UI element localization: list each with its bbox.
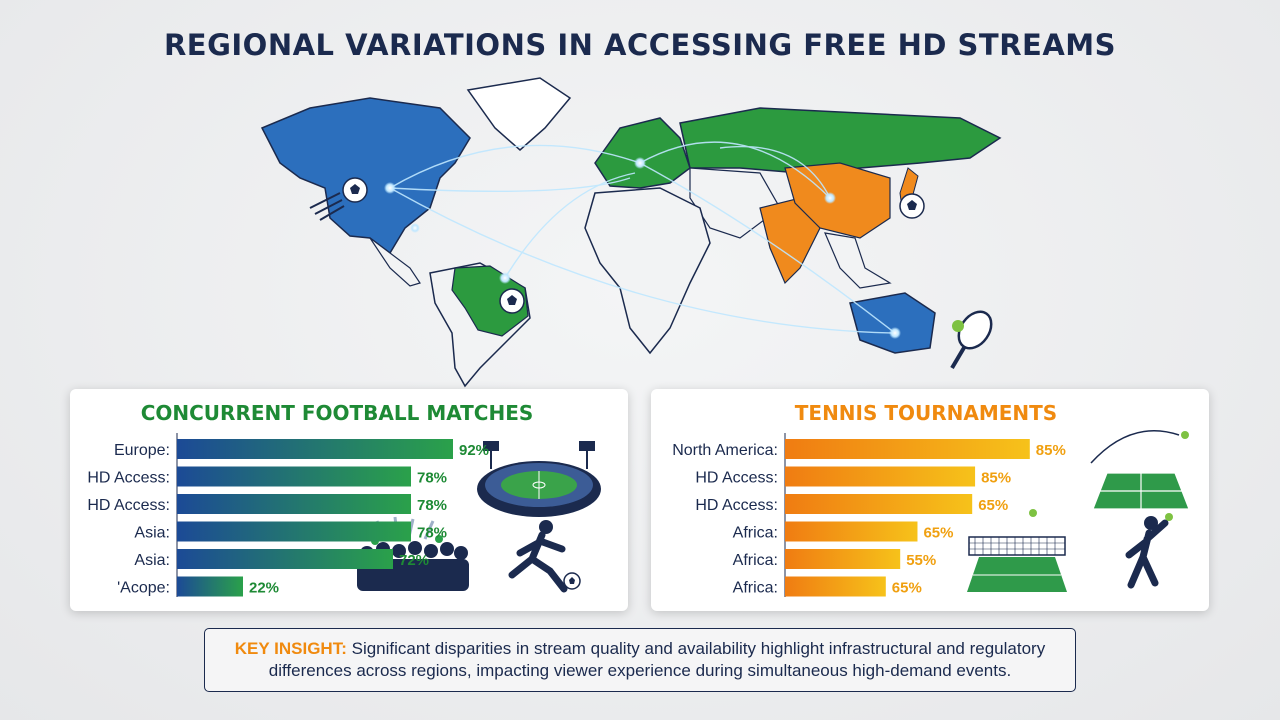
- tennis-category-label: Africa:: [733, 525, 778, 542]
- tennis-value-label: 65%: [892, 580, 922, 597]
- tennis-bar: [785, 549, 901, 569]
- greenland-shape: [466, 77, 572, 151]
- soccer-ball-icon: [309, 177, 368, 221]
- tennis-bar: [785, 439, 1030, 459]
- tennis-category-label: Africa:: [733, 552, 778, 569]
- europe-shape: [594, 117, 691, 189]
- page-title: REGIONAL VARIATIONS IN ACCESSING FREE HD…: [163, 28, 1117, 62]
- football-value-label: 92%: [459, 442, 489, 459]
- africa-shape: [584, 187, 711, 355]
- stadium-icon: [477, 441, 601, 517]
- australia-shape: [849, 292, 936, 354]
- football-value-label: 78%: [417, 497, 447, 514]
- russia-shape: [679, 107, 1002, 174]
- football-category-label: Asia:: [134, 552, 170, 569]
- tennis-chart-title: TENNIS TOURNAMENTS: [794, 401, 1058, 425]
- tennis-value-label: 85%: [1036, 442, 1066, 459]
- football-player-icon: [508, 520, 581, 593]
- football-bar: [177, 549, 393, 569]
- world-map-icon: [240, 68, 1040, 388]
- key-insight-text: Significant disparities in stream qualit…: [268, 639, 1046, 680]
- tennis-bar: [785, 521, 918, 542]
- football-category-label: HD Access:: [87, 497, 170, 514]
- tennis-category-label: HD Access:: [695, 470, 778, 487]
- football-value-label: 78%: [417, 470, 447, 487]
- football-category-label: Asia:: [134, 525, 170, 542]
- central-asia-shape: [689, 167, 781, 239]
- football-chart-title: CONCURRENT FOOTBALL MATCHES: [140, 401, 534, 425]
- football-panel: CONCURRENT FOOTBALL MATCHES: [70, 389, 628, 611]
- tennis-value-label: 55%: [906, 552, 936, 569]
- football-bar: [177, 576, 243, 597]
- tennis-bar: [785, 466, 976, 487]
- football-category-label: 'Acope:: [117, 580, 170, 597]
- football-value-label: 22%: [249, 580, 279, 597]
- tennis-category-label: North America:: [672, 442, 778, 459]
- tennis-net-icon: [967, 509, 1067, 592]
- football-value-label: 78%: [417, 525, 447, 542]
- north-america-shape: [260, 97, 471, 255]
- world-map-svg: [260, 77, 1002, 388]
- tennis-court-icon: [1090, 429, 1190, 510]
- tennis-value-label: 85%: [981, 470, 1011, 487]
- football-bar: [177, 494, 411, 514]
- tennis-chart: North America: 85% HD Access: 85% HD Access:…: [672, 429, 1190, 597]
- football-category-label: Europe:: [114, 442, 170, 459]
- connection-arcs: [389, 141, 896, 334]
- football-bar: [177, 466, 411, 487]
- key-insight-label: KEY INSIGHT:: [234, 639, 347, 658]
- southeast-asia-shape: [824, 232, 892, 289]
- tennis-category-label: Africa:: [733, 580, 778, 597]
- soccer-ball-icon: [499, 288, 525, 314]
- football-bar: [177, 521, 411, 542]
- key-insight-box: KEY INSIGHT: Significant disparities in …: [204, 628, 1076, 692]
- central-america-shape: [369, 237, 421, 287]
- tennis-category-label: HD Access:: [695, 497, 778, 514]
- football-category-label: HD Access:: [87, 470, 170, 487]
- tennis-value-label: 65%: [923, 525, 953, 542]
- soccer-ball-icon: [899, 193, 925, 219]
- football-value-label: 72%: [399, 552, 429, 569]
- tennis-player-icon: [1125, 513, 1173, 589]
- tennis-bar: [785, 494, 973, 514]
- tennis-panel: TENNIS TOURNAMENTS: [651, 389, 1209, 611]
- tennis-bar: [785, 576, 886, 597]
- football-bar: [177, 439, 453, 459]
- tennis-value-label: 65%: [978, 497, 1008, 514]
- football-chart: Europe: 92% HD Access: 78% HD Access: 78% Asia…: [87, 433, 601, 597]
- tennis-racket-icon: [950, 310, 993, 370]
